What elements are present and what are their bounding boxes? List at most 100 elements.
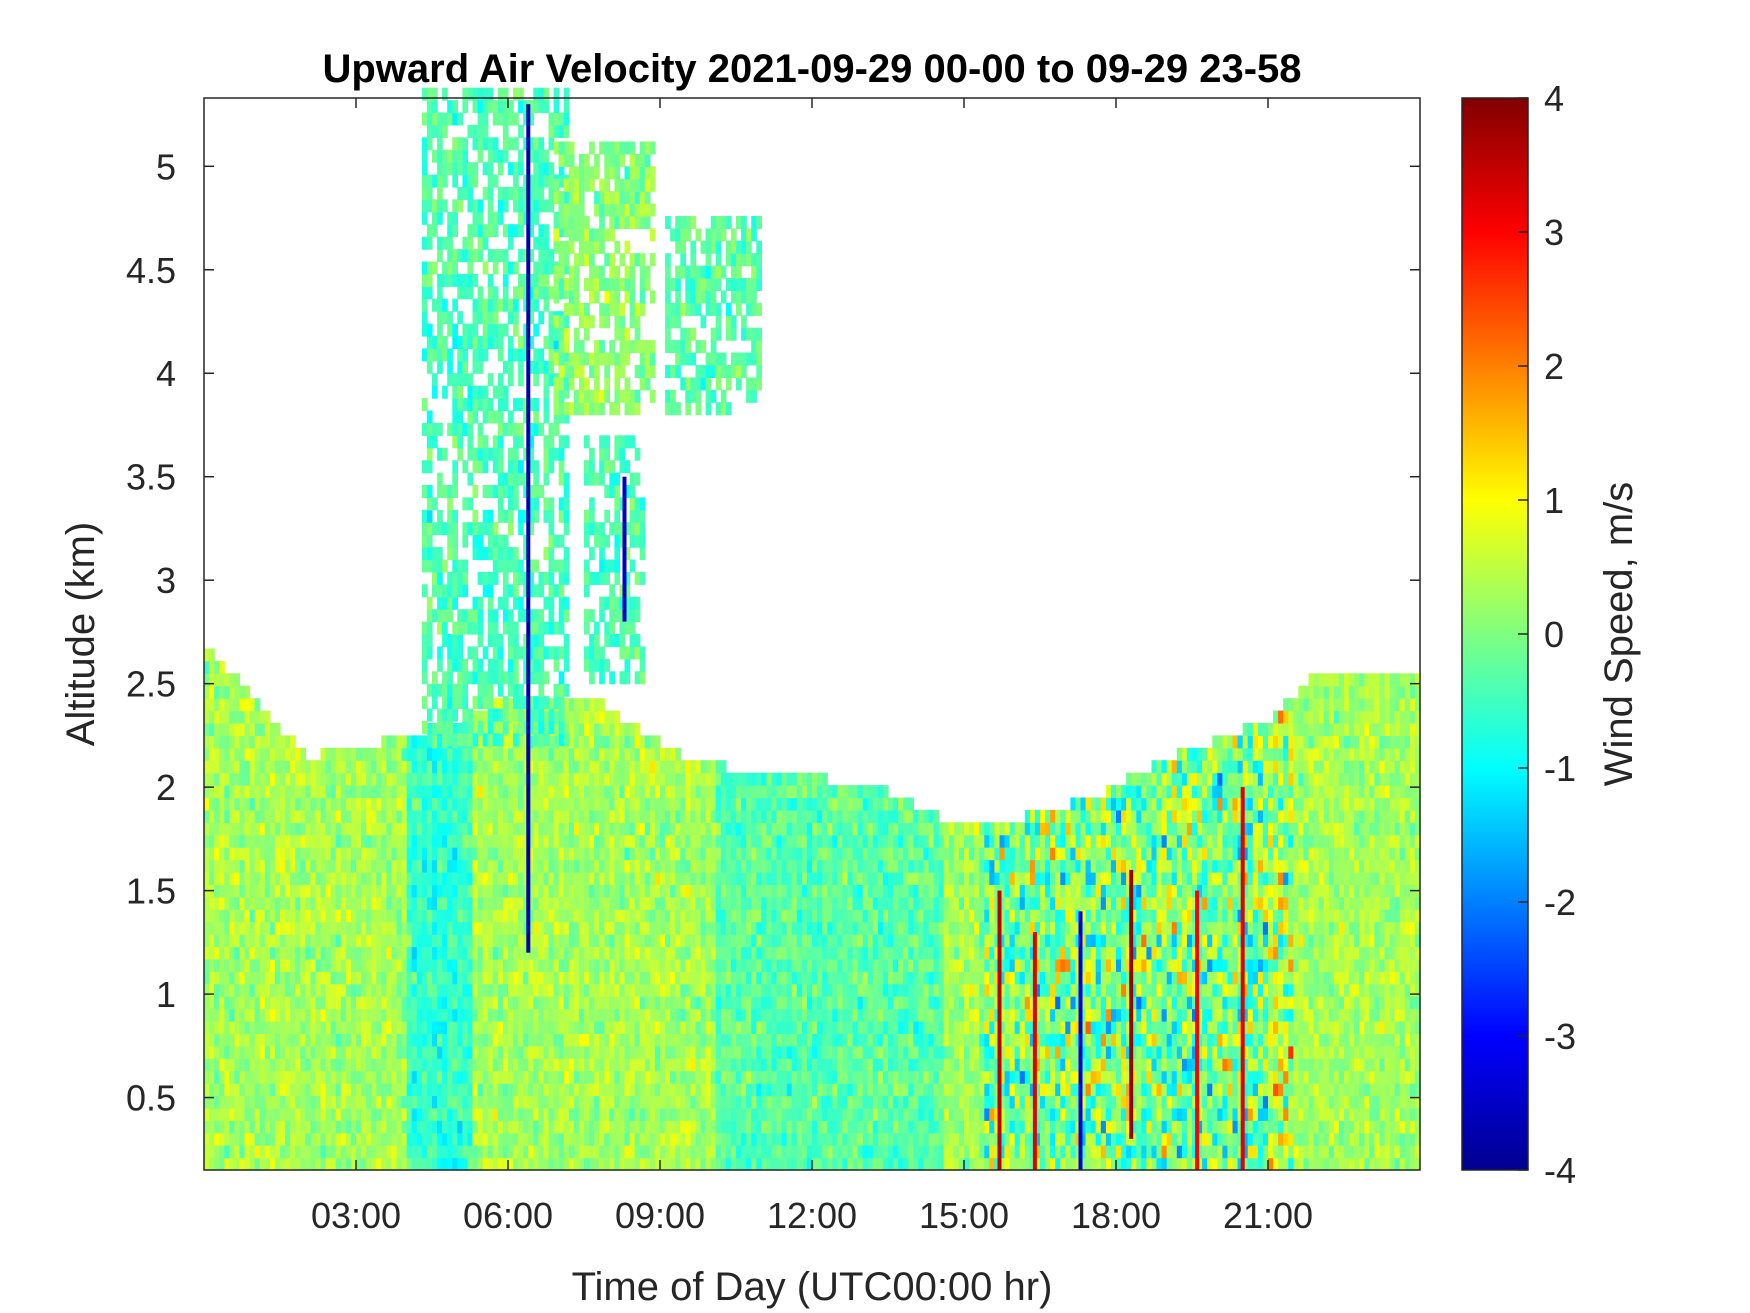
heatmap-cell (437, 1033, 443, 1047)
heatmap-cell (725, 1145, 732, 1159)
heatmap-cell (746, 834, 752, 848)
heatmap-cell (715, 859, 722, 873)
heatmap-cell (411, 772, 418, 786)
heatmap-cell (589, 1145, 595, 1159)
heatmap-cell (371, 822, 377, 836)
heatmap-cell (513, 1083, 519, 1097)
heatmap-cell (492, 1058, 499, 1072)
heatmap-cell (244, 934, 251, 948)
heatmap-cell (381, 872, 387, 885)
heatmap-cell (882, 896, 889, 910)
heatmap-cell (482, 822, 489, 836)
heatmap-cell (376, 921, 382, 935)
heatmap-cell (806, 896, 813, 910)
heatmap-cell (437, 1070, 443, 1084)
heatmap-cell (649, 735, 656, 749)
heatmap-cell (482, 971, 489, 985)
heatmap-cell (229, 958, 235, 972)
heatmap-cell (335, 1145, 342, 1159)
heatmap-cell (817, 896, 823, 910)
heatmap-cell (741, 785, 747, 799)
heatmap-cell (594, 996, 600, 1010)
heatmap-cell (700, 1083, 707, 1097)
heatmap-cell (345, 1008, 352, 1022)
heatmap-cell (350, 1033, 357, 1047)
heatmap-cell (882, 909, 889, 923)
heatmap-cell (204, 847, 210, 861)
heatmap-cell (680, 785, 686, 799)
heatmap-cell (204, 1145, 210, 1159)
heatmap-cell (847, 1157, 854, 1171)
heatmap-cell (736, 921, 742, 935)
heatmap-cell (244, 983, 251, 997)
heatmap-cell (502, 809, 509, 823)
heatmap-cell (320, 1021, 327, 1034)
heatmap-cell (553, 1157, 560, 1171)
heatmap-cell (847, 946, 854, 960)
heatmap-cell (416, 735, 423, 749)
heatmap-cell (315, 884, 322, 898)
heatmap-cell (386, 1157, 393, 1171)
heatmap-cell (801, 822, 808, 836)
heatmap-cell (665, 872, 671, 885)
heatmap-cell (903, 934, 909, 948)
heatmap-cell (224, 884, 230, 898)
heatmap-cell (305, 760, 311, 774)
heatmap-cell (224, 822, 230, 836)
heatmap-cell (462, 1120, 469, 1134)
heatmap-cell (654, 822, 661, 836)
heatmap-cell (366, 1145, 372, 1159)
heatmap-cell (847, 1095, 854, 1109)
heatmap-cell (457, 1045, 463, 1059)
heatmap-cell (467, 760, 474, 774)
heatmap-cell (670, 1132, 676, 1146)
heatmap-cell (330, 896, 337, 910)
heatmap-cell (751, 1083, 757, 1097)
heatmap-cell (335, 1083, 342, 1097)
heatmap-cell (214, 1021, 220, 1034)
heatmap-cell (295, 785, 301, 799)
heatmap-cell (502, 996, 509, 1010)
heatmap-cell (568, 760, 575, 774)
heatmap-cell (690, 1083, 697, 1097)
heatmap-cell (280, 1157, 286, 1171)
heatmap-cell (204, 1132, 210, 1146)
heatmap-cell (381, 747, 387, 761)
heatmap-cell (665, 747, 671, 761)
heatmap-cell (285, 1045, 291, 1059)
heatmap-cell (269, 772, 276, 786)
heatmap-cell (462, 1095, 469, 1109)
heatmap-cell (660, 1045, 666, 1059)
heatmap-cell (710, 1095, 717, 1109)
heatmap-cell (310, 847, 317, 861)
heatmap-cell (594, 1095, 600, 1109)
heatmap-cell (680, 822, 686, 836)
heatmap-cell (806, 797, 813, 811)
heatmap-cell (411, 1132, 418, 1146)
heatmap-cell (442, 1033, 448, 1047)
heatmap-cell (649, 1120, 656, 1134)
heatmap-cell (837, 797, 843, 811)
heatmap-cell (487, 1107, 494, 1121)
heatmap-cell (229, 921, 235, 935)
heatmap-cell (877, 1120, 884, 1134)
heatmap-cell (695, 1120, 702, 1134)
heatmap-cell (366, 958, 372, 972)
heatmap-cell (209, 772, 215, 786)
heatmap-cell (649, 1058, 656, 1072)
heatmap-cell (472, 872, 479, 885)
heatmap-cell (842, 822, 849, 836)
heatmap-cell (452, 1145, 458, 1159)
heatmap-cell (791, 884, 798, 898)
heatmap-cell (371, 996, 377, 1010)
heatmap-cell (421, 896, 428, 910)
heatmap-cell (553, 934, 560, 948)
heatmap-cell (442, 996, 448, 1010)
heatmap-cell (786, 983, 793, 997)
heatmap-cell (822, 1120, 828, 1134)
heatmap-cell (685, 772, 691, 786)
heatmap-cell (528, 785, 534, 799)
heatmap-cell (786, 822, 793, 836)
heatmap-cell (928, 1045, 935, 1059)
heatmap-cell (325, 1120, 332, 1134)
